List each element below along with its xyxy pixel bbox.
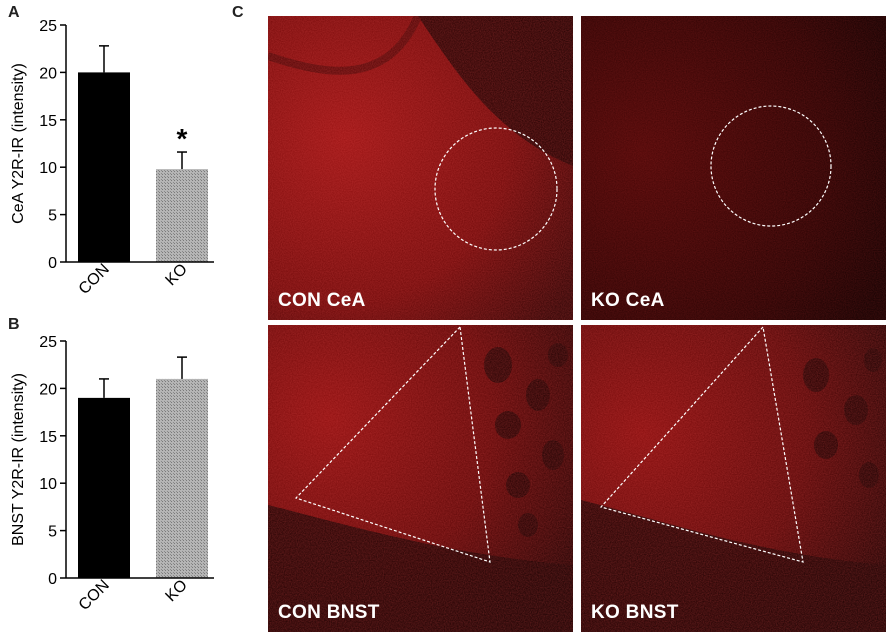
micrograph-caption: CON BNST bbox=[278, 602, 380, 623]
roi-triangle bbox=[599, 325, 804, 563]
y-tick-label: 10 bbox=[39, 160, 57, 177]
bar-con bbox=[78, 397, 130, 578]
micrograph-con-cea: CON CeA bbox=[268, 16, 573, 320]
x-tick-label: CON bbox=[76, 577, 113, 614]
micrograph-ko-bnst-image bbox=[581, 325, 886, 632]
micrograph-con-bnst-image bbox=[268, 325, 573, 632]
y-tick-label: 5 bbox=[48, 208, 57, 225]
micrograph-ko-cea-image bbox=[581, 16, 886, 320]
y-axis-label: CeA Y2R-IR (intensity) bbox=[10, 63, 27, 224]
micrograph-caption: KO BNST bbox=[591, 602, 679, 623]
y-tick-label: 25 bbox=[39, 18, 57, 35]
y-tick-label: 20 bbox=[39, 65, 57, 82]
x-tick-label: KO bbox=[162, 261, 190, 289]
micrograph-con-cea-image bbox=[268, 16, 573, 320]
y-tick-label: 0 bbox=[48, 255, 57, 272]
y-tick-label: 0 bbox=[48, 571, 57, 588]
y-tick-label: 20 bbox=[39, 381, 57, 398]
chart-b-bnst: 0 5 10 15 20 25 BNST Y2R-IR (intensity) CON KO bbox=[10, 334, 214, 614]
x-tick-label: CON bbox=[76, 261, 113, 298]
significance-marker: * bbox=[177, 123, 188, 154]
y-tick-label: 15 bbox=[39, 429, 57, 446]
panel-letter-c: C bbox=[232, 4, 244, 21]
panel-letter-a: A bbox=[8, 4, 20, 21]
roi-circle bbox=[434, 127, 558, 251]
y-tick-label: 25 bbox=[39, 334, 57, 351]
bar-ko bbox=[156, 169, 208, 262]
y-axis-label: BNST Y2R-IR (intensity) bbox=[10, 373, 27, 546]
y-tick-label: 5 bbox=[48, 524, 57, 541]
chart-a-cea: 0 5 10 15 20 25 CeA Y2R-IR (intensity) CON KO * bbox=[10, 18, 214, 298]
roi-circle bbox=[710, 105, 832, 227]
bar-ko bbox=[156, 378, 208, 578]
micrograph-caption: KO CeA bbox=[591, 290, 665, 311]
y-tick-label: 10 bbox=[39, 476, 57, 493]
micrograph-ko-bnst: KO BNST bbox=[581, 325, 886, 632]
micrograph-con-bnst: CON BNST bbox=[268, 325, 573, 632]
micrograph-ko-cea: KO CeA bbox=[581, 16, 886, 320]
bar-con bbox=[78, 72, 130, 263]
panel-letter-b: B bbox=[8, 316, 20, 333]
x-tick-label: KO bbox=[162, 577, 190, 605]
y-tick-label: 15 bbox=[39, 113, 57, 130]
micrograph-caption: CON CeA bbox=[278, 290, 366, 311]
